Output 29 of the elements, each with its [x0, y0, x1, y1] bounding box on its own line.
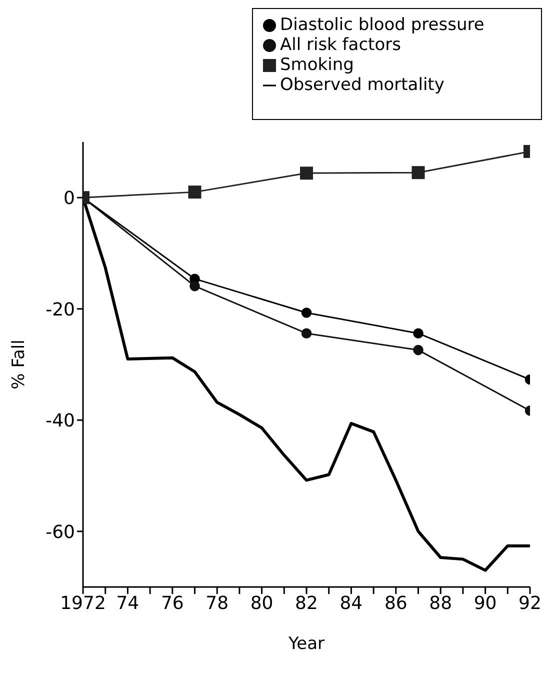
- legend-label: Diastolic blood pressure: [280, 15, 484, 35]
- y-tick-label: -60: [46, 522, 75, 543]
- x-tick-label: 90: [474, 592, 497, 614]
- point: [188, 186, 202, 199]
- x-tick-label: 76: [160, 592, 184, 614]
- x-tick-label: 92: [518, 592, 542, 614]
- x-axis-title: Year: [288, 634, 325, 654]
- x-tick-label: 74: [116, 592, 140, 614]
- x-tick-label: 80: [250, 592, 274, 614]
- legend-label: All risk factors: [280, 35, 401, 55]
- x-tick-label: 84: [340, 592, 363, 614]
- y-tick-label: 0: [64, 188, 75, 210]
- y-tick-label: -40: [46, 410, 75, 432]
- legend-label: Observed mortality: [280, 75, 444, 95]
- point: [301, 328, 312, 338]
- point: [190, 280, 200, 292]
- point: [413, 328, 424, 338]
- point: [413, 344, 424, 356]
- point: [412, 166, 425, 180]
- x-tick-label: 82: [295, 592, 318, 614]
- legend-label: Smoking: [280, 55, 354, 75]
- y-tick-label: -20: [46, 299, 75, 320]
- x-tick-label: 86: [384, 592, 408, 614]
- point: [300, 166, 313, 180]
- y-axis-title: % Fall: [9, 340, 30, 390]
- x-tick-label: 78: [206, 592, 229, 614]
- x-tick-label: 88: [429, 592, 452, 614]
- point: [301, 308, 312, 318]
- x-tick-label: 1972: [60, 592, 106, 614]
